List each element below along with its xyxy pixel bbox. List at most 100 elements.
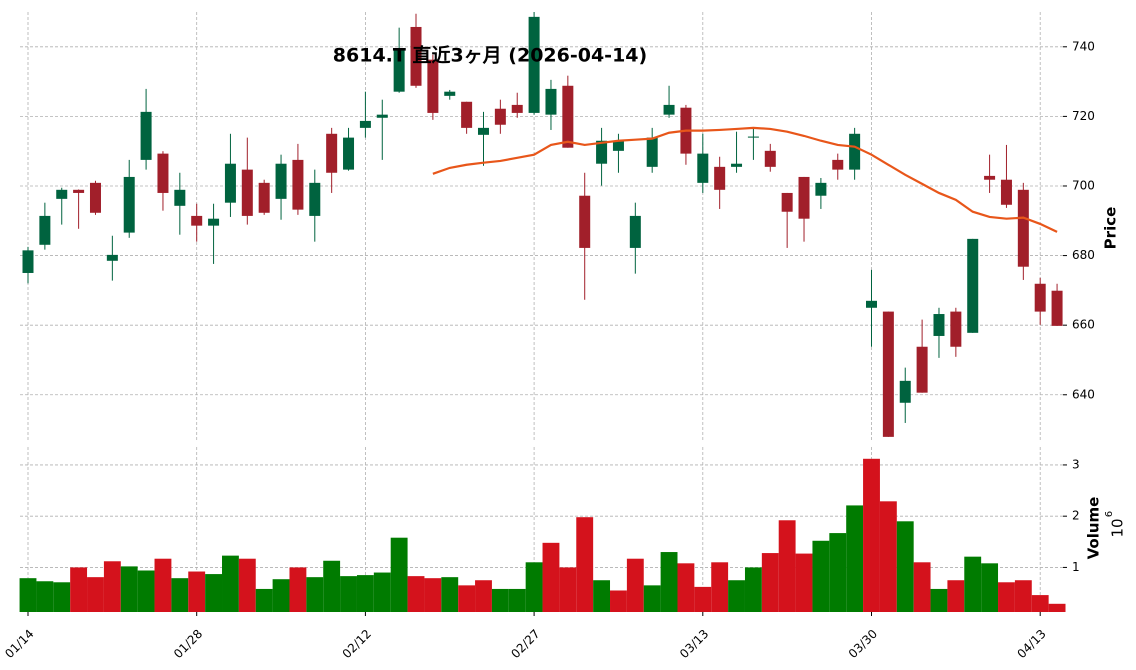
volume-bar xyxy=(1014,580,1032,612)
candle-body xyxy=(208,218,220,226)
volume-bar xyxy=(964,556,982,612)
y-tick-label: 640 xyxy=(1072,387,1095,401)
candle-body xyxy=(1000,179,1012,205)
candle-body xyxy=(528,16,540,113)
candle-body xyxy=(359,120,371,128)
volume-bar xyxy=(559,567,577,612)
volume-bar xyxy=(407,576,425,612)
candle-body xyxy=(899,380,911,403)
volume-bar xyxy=(998,582,1015,612)
candle-body xyxy=(984,175,996,180)
moving-average xyxy=(432,126,1058,233)
candle-body xyxy=(612,140,624,151)
volume-bar xyxy=(576,517,594,612)
candle-body xyxy=(764,150,776,167)
volume-bar xyxy=(744,567,762,612)
candle-body xyxy=(562,85,574,148)
volume-bar xyxy=(863,458,880,612)
candle-body xyxy=(798,176,810,219)
volume-bar xyxy=(137,570,155,612)
candle-body xyxy=(511,104,523,113)
volume-bar xyxy=(103,561,121,612)
volume-bar xyxy=(120,566,138,612)
candle-body xyxy=(89,182,101,213)
volume-bar xyxy=(475,580,492,612)
volume-bar xyxy=(643,585,661,612)
volume-bar xyxy=(373,572,391,612)
candle-body xyxy=(73,189,85,193)
candle-body xyxy=(292,159,304,210)
candle-body xyxy=(731,163,743,167)
y-tick-label: 680 xyxy=(1072,248,1095,262)
volume-bar xyxy=(812,540,830,612)
volume-bar xyxy=(981,563,999,612)
volume-bar xyxy=(626,558,644,612)
volume-bar xyxy=(508,588,526,612)
candle-body xyxy=(275,163,287,199)
volume-bar xyxy=(323,560,341,612)
candle-body xyxy=(747,136,759,138)
candle-body xyxy=(241,169,253,216)
volume-bar xyxy=(846,505,864,612)
volume-bar xyxy=(913,562,931,612)
y-tick-label: 3 xyxy=(1072,457,1080,471)
y-tick-label: 660 xyxy=(1072,318,1095,332)
volume-offset-exponent: 6 xyxy=(1104,511,1115,517)
volume-bar xyxy=(694,586,712,612)
volume-bar xyxy=(272,579,290,612)
candle-body xyxy=(781,192,793,212)
candle-body xyxy=(326,133,338,173)
candle-body xyxy=(545,88,557,115)
candle-body xyxy=(815,182,827,196)
volume-bar xyxy=(306,577,324,612)
volume-bar xyxy=(53,582,71,612)
candle-body xyxy=(258,182,270,213)
x-tick-label: 02/27 xyxy=(508,627,542,661)
volume-bar xyxy=(171,578,189,612)
candle-body xyxy=(56,189,68,199)
candle-body xyxy=(393,49,405,92)
candle-body xyxy=(157,153,169,193)
volume-bar xyxy=(542,542,560,612)
y-tick-label: 740 xyxy=(1072,39,1095,53)
volume-bar xyxy=(222,555,239,612)
volume-bar xyxy=(711,562,729,612)
volume-bar xyxy=(525,562,543,612)
volume-bar xyxy=(441,577,459,612)
candle-body xyxy=(461,101,473,128)
candle-body xyxy=(697,153,709,183)
candle-body xyxy=(477,127,489,135)
candle-body xyxy=(950,311,962,347)
x-tick-label: 03/30 xyxy=(846,627,880,661)
x-tick-label: 03/13 xyxy=(677,627,711,661)
candle-body xyxy=(916,346,928,393)
volume-offset-base: 10 xyxy=(1109,518,1127,537)
candle-body xyxy=(933,314,945,336)
candle-body xyxy=(123,176,135,233)
volume-bar xyxy=(829,533,847,612)
candle-body xyxy=(1034,283,1046,312)
volume-bar xyxy=(677,563,695,612)
volume-bar xyxy=(1031,595,1049,612)
candle-body xyxy=(22,250,34,273)
volume-bar xyxy=(70,567,88,612)
chart-title: 8614.T 直近3ヶ月 (2026-04-14) xyxy=(333,44,647,67)
y-tick-label: 720 xyxy=(1072,109,1095,123)
candle-body xyxy=(494,108,506,125)
volume-bar xyxy=(238,558,256,612)
candle-body xyxy=(106,254,118,261)
volume-bar xyxy=(610,590,627,612)
candle-body xyxy=(174,189,186,206)
volume-bar xyxy=(289,567,307,612)
volume-bar xyxy=(947,580,965,612)
y-axis-label: Price xyxy=(1102,207,1120,250)
volume-bar xyxy=(778,520,796,612)
candle-body xyxy=(663,104,675,115)
candle-body xyxy=(410,26,422,86)
x-tick-label: 01/28 xyxy=(171,627,205,661)
candle-body xyxy=(140,111,152,160)
volume-bar xyxy=(19,578,37,612)
candle-body xyxy=(376,114,388,118)
volume-bar xyxy=(660,552,678,612)
